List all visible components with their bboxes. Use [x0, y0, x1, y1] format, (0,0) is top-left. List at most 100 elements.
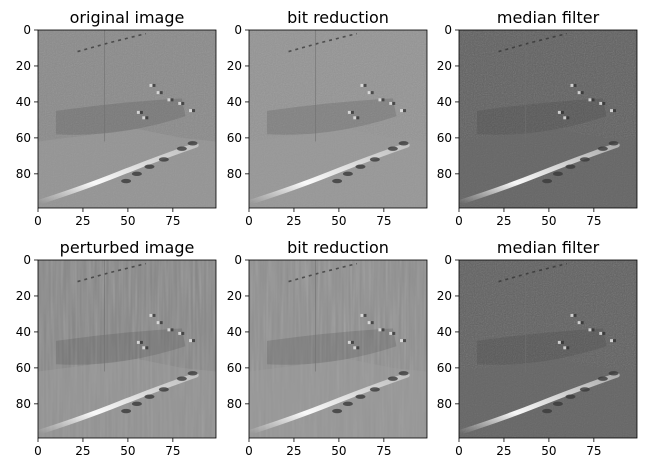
- x-tick-label: 0: [455, 444, 463, 458]
- image-speckle: [360, 83, 364, 87]
- image-speckle: [136, 110, 140, 114]
- panel-title: perturbed image: [60, 238, 195, 257]
- x-tick-label: 75: [586, 444, 601, 458]
- image-speckle: [152, 83, 156, 87]
- y-tick-label: 40: [16, 95, 31, 109]
- y-tick-label: 60: [437, 361, 452, 375]
- image-blob: [369, 387, 380, 392]
- image-speckle: [613, 339, 617, 343]
- image-speckle: [566, 346, 570, 350]
- x-tick-label: 50: [541, 444, 556, 458]
- panel-title: median filter: [497, 238, 600, 257]
- y-tick-label: 20: [437, 289, 452, 303]
- image-speckle: [347, 340, 351, 344]
- axes-frame: [248, 29, 428, 209]
- image-speckle: [577, 91, 581, 95]
- x-tick-label: 0: [245, 444, 253, 458]
- image-blob: [332, 178, 343, 184]
- image-speckle: [356, 116, 360, 120]
- image-speckle: [580, 321, 584, 325]
- image-ridge: [77, 32, 147, 53]
- image-speckle: [353, 116, 357, 120]
- image-speckle: [599, 101, 603, 105]
- image-blob: [565, 164, 576, 169]
- image-speckle: [591, 328, 595, 332]
- image-speckle: [613, 109, 617, 113]
- image-speckle: [389, 101, 393, 105]
- image-speckle: [563, 116, 567, 120]
- axes-frame: [37, 259, 217, 439]
- panel-title: median filter: [497, 8, 600, 27]
- image-panel-1: original image 0 25 50 75 0 20 40 60 80: [16, 8, 217, 228]
- image-ridge: [77, 262, 147, 283]
- image-speckle: [381, 328, 385, 332]
- image-blob: [608, 371, 619, 376]
- image-speckle: [363, 83, 367, 87]
- image-speckle: [378, 328, 382, 332]
- image-blob: [158, 387, 169, 392]
- y-tick-label: 60: [437, 131, 452, 145]
- image-speckle: [557, 340, 561, 344]
- image-panel-6: median filter 0 25 50 75 0 20 40 60 80: [437, 238, 638, 458]
- image-speckle: [400, 109, 404, 113]
- image-speckle: [145, 116, 149, 120]
- x-tick-label: 25: [75, 444, 90, 458]
- image-speckle: [573, 83, 577, 87]
- image-bright-streak: [38, 142, 199, 206]
- image-blob: [597, 376, 608, 381]
- y-tick-label: 40: [437, 95, 452, 109]
- image-speckle: [156, 91, 160, 95]
- image-blob: [542, 408, 553, 414]
- image-bright-streak: [38, 372, 199, 436]
- y-tick-label: 40: [16, 325, 31, 339]
- image-blob: [355, 164, 366, 169]
- y-tick-label: 80: [227, 167, 242, 181]
- image-speckle: [350, 110, 354, 114]
- image-blob: [176, 146, 187, 151]
- image-speckle: [192, 109, 196, 113]
- image-speckle: [580, 91, 584, 95]
- image-blob: [131, 171, 142, 177]
- image-dark-band: [55, 98, 186, 135]
- image-blob: [332, 408, 343, 414]
- x-tick-label: 75: [376, 444, 391, 458]
- image-speckle: [403, 339, 407, 343]
- image-speckle: [149, 313, 153, 317]
- image-speckle: [560, 340, 564, 344]
- image-speckle: [189, 109, 193, 113]
- image-speckle: [347, 110, 351, 114]
- image-blob: [608, 141, 619, 146]
- panel-title: original image: [70, 8, 185, 27]
- y-tick-label: 80: [437, 167, 452, 181]
- axes-frame: [458, 29, 638, 209]
- image-blob: [552, 401, 563, 407]
- image-content: [459, 260, 637, 438]
- image-speckle: [610, 339, 614, 343]
- y-tick-label: 0: [23, 23, 31, 37]
- image-speckle: [570, 83, 574, 87]
- image-content: [459, 30, 637, 208]
- image-speckle: [378, 98, 382, 102]
- image-speckle: [156, 321, 160, 325]
- image-speckle: [170, 328, 174, 332]
- y-tick-label: 80: [227, 397, 242, 411]
- x-tick-label: 50: [120, 444, 135, 458]
- image-speckle: [599, 331, 603, 335]
- image-panel-2: bit reduction 0 25 50 75 0 20 40 60 80: [227, 8, 428, 228]
- image-speckle: [192, 339, 196, 343]
- image-bright-streak: [249, 372, 410, 436]
- image-speckle: [350, 340, 354, 344]
- y-tick-label: 80: [16, 397, 31, 411]
- x-tick-label: 0: [455, 214, 463, 228]
- image-speckle: [360, 313, 364, 317]
- axes-frame: [37, 29, 217, 209]
- image-blob: [342, 171, 353, 177]
- image-blob: [579, 387, 590, 392]
- image-speckle: [392, 101, 396, 105]
- y-tick-label: 0: [234, 23, 242, 37]
- y-tick-label: 40: [227, 95, 242, 109]
- image-content: [38, 260, 216, 438]
- x-tick-label: 75: [165, 444, 180, 458]
- image-speckle: [181, 331, 185, 335]
